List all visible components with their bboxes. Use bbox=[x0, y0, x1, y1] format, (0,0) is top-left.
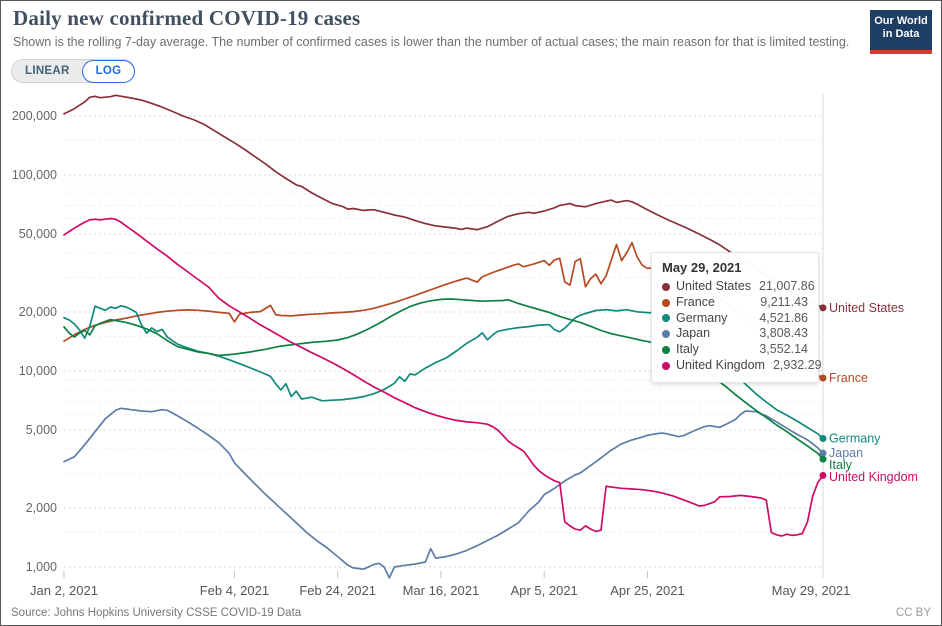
tooltip-value: 3,552.14 bbox=[759, 342, 808, 357]
series-line-japan[interactable] bbox=[63, 407, 824, 579]
series-dot-icon bbox=[662, 346, 670, 355]
x-tick-label: Apr 25, 2021 bbox=[610, 583, 684, 598]
series-end-dot-france bbox=[819, 374, 827, 382]
page-subtitle: Shown is the rolling 7-day average. The … bbox=[13, 35, 850, 49]
tooltip-value: 21,007.86 bbox=[759, 279, 815, 293]
owid-logo: Our World in Data bbox=[870, 10, 932, 54]
tooltip-row: United States 21,007.86 bbox=[662, 279, 815, 295]
series-end-dot-united-states bbox=[819, 304, 827, 312]
series-dot-icon bbox=[662, 314, 670, 323]
y-tick-label: 100,000 bbox=[12, 168, 57, 182]
source-note: Source: Johns Hopkins University CSSE CO… bbox=[11, 607, 302, 619]
y-tick-label: 1,000 bbox=[26, 560, 57, 574]
series-end-label-japan: Japan bbox=[829, 446, 863, 460]
y-tick-label: 200,000 bbox=[12, 109, 57, 123]
tooltip-rows: United States 21,007.86 France 9,211.43 Germ… bbox=[662, 279, 822, 374]
series-end-label-united-states: United States bbox=[829, 301, 904, 315]
page-title: Daily new confirmed COVID-19 cases bbox=[13, 6, 361, 30]
tooltip-country: France bbox=[676, 294, 715, 309]
tooltip-country: United Kingdom bbox=[676, 357, 765, 372]
tooltip-value: 2,932.29 bbox=[772, 357, 822, 372]
tooltip-value: 3,808.43 bbox=[759, 326, 808, 341]
linear-button[interactable]: LINEAR bbox=[25, 65, 70, 77]
tooltip-value: 9,211.43 bbox=[760, 294, 808, 309]
tooltip-row: Japan 3,808.43 bbox=[662, 326, 808, 342]
series-line-united-kingdom[interactable] bbox=[63, 217, 824, 537]
tooltip-value: 4,521.86 bbox=[759, 310, 808, 325]
x-tick-label: May 29, 2021 bbox=[772, 583, 851, 598]
scale-toggle: LINEAR LOG bbox=[11, 59, 136, 83]
x-tick-label: Feb 24, 2021 bbox=[299, 583, 376, 598]
y-tick-label: 10,000 bbox=[19, 364, 57, 378]
x-tick-label: Feb 4, 2021 bbox=[200, 583, 269, 598]
tooltip-row: France 9,211.43 bbox=[662, 295, 808, 311]
series-end-label-france: France bbox=[829, 371, 868, 385]
tooltip-row: Germany 4,521.86 bbox=[662, 311, 808, 327]
y-tick-label: 5,000 bbox=[26, 423, 57, 437]
chart-tooltip: May 29, 2021 United States 21,007.86 Franc… bbox=[651, 252, 822, 383]
series-end-label-italy: Italy bbox=[829, 458, 853, 472]
tooltip-country: Germany bbox=[676, 310, 728, 325]
series-dot-icon bbox=[662, 282, 670, 291]
x-tick-label: Mar 16, 2021 bbox=[403, 583, 480, 598]
owid-logo-line1: Our World bbox=[874, 15, 928, 27]
series-dot-icon bbox=[662, 330, 670, 339]
series-end-dot-germany bbox=[819, 435, 827, 443]
tooltip-date: May 29, 2021 bbox=[662, 260, 742, 275]
series-dot-icon bbox=[662, 298, 670, 307]
tooltip-country: Italy bbox=[676, 342, 699, 357]
y-tick-label: 2,000 bbox=[26, 501, 57, 515]
tooltip-country: Japan bbox=[676, 326, 711, 341]
series-line-united-states[interactable] bbox=[63, 94, 824, 309]
x-tick-label: Apr 5, 2021 bbox=[511, 583, 578, 598]
series-end-label-germany: Germany bbox=[829, 432, 881, 446]
log-button[interactable]: LOG bbox=[81, 59, 136, 83]
tooltip-country: United States bbox=[676, 279, 752, 293]
y-tick-label: 20,000 bbox=[19, 305, 57, 319]
series-end-label-united-kingdom: United Kingdom bbox=[829, 470, 918, 484]
y-tick-label: 50,000 bbox=[19, 227, 57, 241]
series-end-dot-italy bbox=[819, 455, 827, 463]
x-tick-label: Jan 2, 2021 bbox=[30, 583, 98, 598]
owid-logo-line2: in Data bbox=[882, 28, 920, 40]
series-end-dot-united-kingdom bbox=[819, 471, 827, 479]
tooltip-row: Italy 3,552.14 bbox=[662, 342, 808, 358]
license-badge[interactable]: CC BY bbox=[895, 607, 931, 619]
series-dot-icon bbox=[662, 361, 670, 370]
tooltip-row: United Kingdom 2,932.29 bbox=[662, 357, 822, 374]
series-end-dot-japan bbox=[819, 449, 827, 457]
